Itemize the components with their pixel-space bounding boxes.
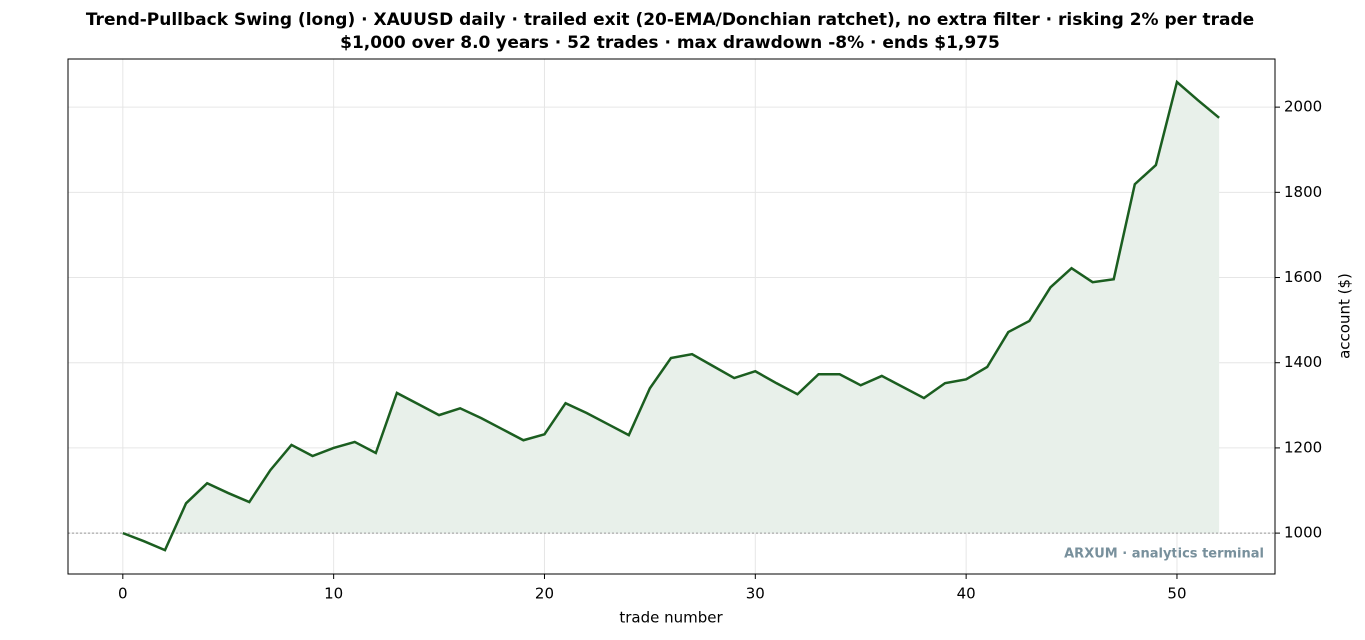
line [122, 79, 1220, 552]
x-tick-label: 40 [957, 585, 976, 603]
x-tick-label: 30 [746, 585, 765, 603]
x-tick-label: 10 [324, 585, 343, 603]
x-tick-label: 0 [118, 585, 128, 603]
watermark: ARXUM · analytics terminal [1064, 547, 1264, 562]
y-tick-label: 1000 [1284, 524, 1322, 542]
x-tick-label: 20 [535, 585, 554, 603]
x-axis-label: trade number [619, 609, 723, 627]
area [172, 82, 1220, 534]
chart-title: Trend-Pullback Swing (long) · XAUUSD dai… [86, 10, 1254, 30]
y-tick-label: 1400 [1284, 353, 1322, 371]
y-axis-label: account ($) [1336, 273, 1354, 359]
y-tick-label: 1800 [1284, 183, 1322, 201]
y-tick-label: 1200 [1284, 438, 1322, 456]
chart-subtitle: $1,000 over 8.0 years · 52 trades · max … [340, 33, 1000, 53]
y-tick-label: 2000 [1284, 98, 1322, 116]
y-tick-label: 1600 [1284, 268, 1322, 286]
x-tick-label: 50 [1167, 585, 1186, 603]
plot-frame [67, 58, 1276, 575]
